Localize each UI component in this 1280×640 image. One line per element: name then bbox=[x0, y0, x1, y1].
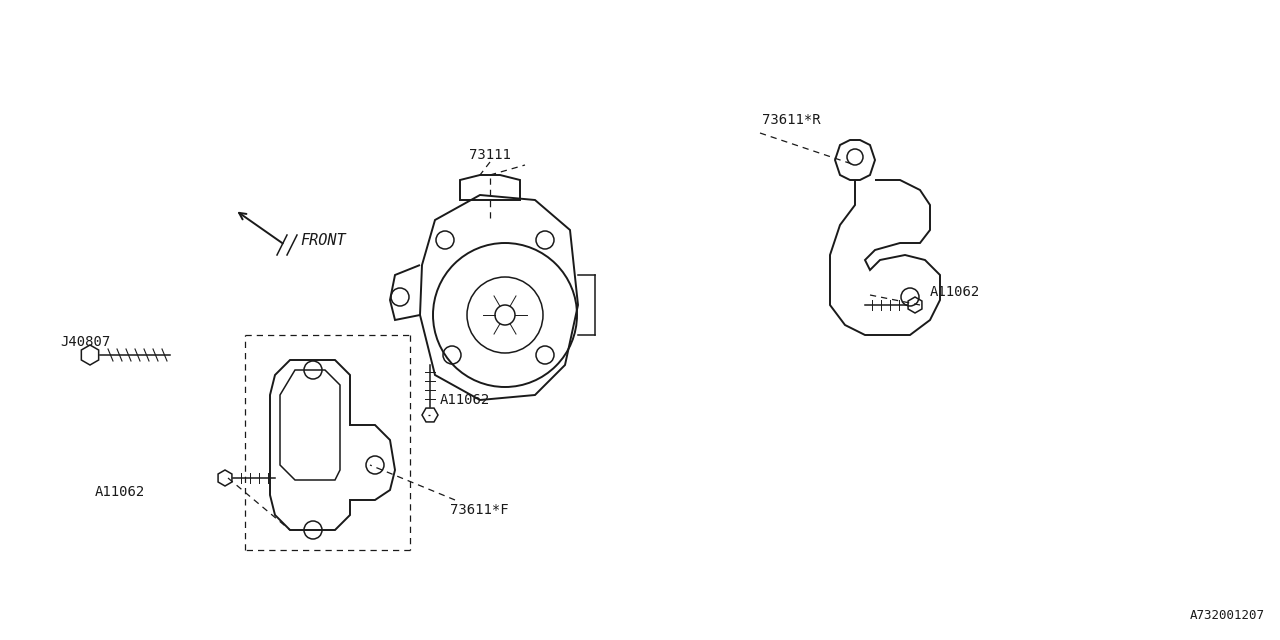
Text: A11062: A11062 bbox=[931, 285, 980, 299]
Text: 73611*R: 73611*R bbox=[762, 113, 820, 127]
Text: J40807: J40807 bbox=[60, 335, 110, 349]
Text: A732001207: A732001207 bbox=[1190, 609, 1265, 622]
Text: A11062: A11062 bbox=[440, 393, 490, 407]
Text: FRONT: FRONT bbox=[300, 232, 346, 248]
Text: 73111: 73111 bbox=[468, 148, 511, 162]
Text: A11062: A11062 bbox=[95, 485, 145, 499]
Text: 73611*F: 73611*F bbox=[451, 503, 508, 517]
